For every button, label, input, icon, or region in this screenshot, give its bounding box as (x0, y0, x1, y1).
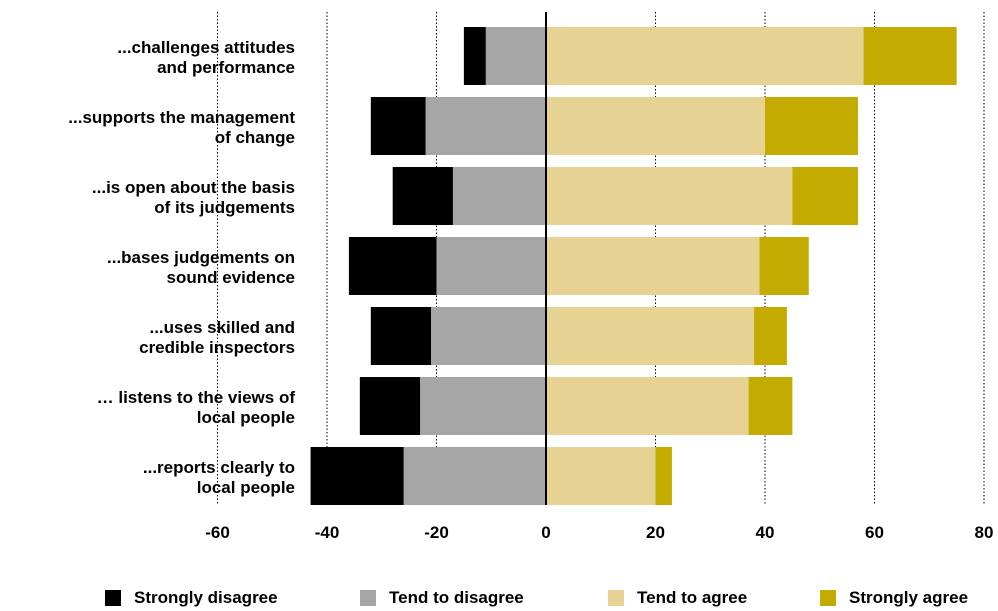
bar-segment-tend-to-disagree (431, 307, 546, 365)
bar-segment-tend-to-agree (546, 377, 749, 435)
bar-segment-strongly-disagree (310, 447, 404, 505)
bar-segment-strongly-disagree (359, 377, 421, 435)
bar-segment-tend-to-disagree (403, 447, 546, 505)
legend-item-tend-to-disagree: Tend to disagree (360, 588, 524, 607)
x-tick-label: 80 (975, 523, 994, 542)
bars (310, 27, 957, 505)
bar-segment-tend-to-disagree (485, 27, 546, 85)
legend-label: Strongly disagree (134, 588, 278, 607)
legend-label: Tend to disagree (389, 588, 524, 607)
x-tick-label: 0 (541, 523, 550, 542)
bar-segment-strongly-agree (863, 27, 957, 85)
category-label: ...bases judgements on sound evidence (107, 248, 295, 287)
legend-label: Strongly agree (849, 588, 968, 607)
bar-segment-tend-to-agree (546, 237, 760, 295)
bar-segment-tend-to-disagree (452, 167, 546, 225)
legend-item-strongly-disagree: Strongly disagree (105, 588, 278, 607)
bar-segment-tend-to-agree (546, 307, 755, 365)
legend: Strongly disagree Tend to disagree Tend to… (105, 588, 968, 607)
bar-segment-strongly-agree (759, 237, 809, 295)
x-tick-label: 20 (646, 523, 665, 542)
x-tick-label: -40 (315, 523, 340, 542)
bar-segment-tend-to-disagree (425, 97, 546, 155)
x-tick-label: 60 (865, 523, 884, 542)
bar-segment-tend-to-agree (546, 167, 793, 225)
bar-segment-strongly-disagree (370, 307, 432, 365)
x-tick-label: -20 (424, 523, 449, 542)
bar-segment-strongly-agree (655, 447, 672, 505)
category-labels: ...challenges attitudes and performance..… (68, 38, 295, 497)
legend-swatch (360, 590, 376, 606)
bar-segment-strongly-agree (748, 377, 793, 435)
legend-swatch (820, 590, 836, 606)
bar-segment-tend-to-agree (546, 447, 656, 505)
category-label: ...challenges attitudes and performance (117, 38, 295, 77)
legend-label: Tend to agree (637, 588, 747, 607)
category-label: … listens to the views of local people (97, 388, 296, 427)
x-tick-label: -60 (205, 523, 230, 542)
category-label: ...uses skilled and credible inspectors (139, 318, 295, 357)
category-label: ...reports clearly to local people (143, 458, 295, 497)
bar-segment-strongly-agree (765, 97, 859, 155)
bar-segment-strongly-agree (754, 307, 787, 365)
bar-segment-tend-to-agree (546, 97, 765, 155)
bar-segment-strongly-disagree (370, 97, 426, 155)
category-label: ...supports the management of change (68, 108, 295, 147)
bar-segment-tend-to-disagree (420, 377, 546, 435)
category-label: ...is open about the basis of its judgeme… (92, 178, 295, 217)
x-tick-label: 40 (756, 523, 775, 542)
legend-swatch (608, 590, 624, 606)
legend-item-strongly-agree: Strongly agree (820, 588, 968, 607)
x-tick-labels: -60 -40 -20 0 20 40 60 80 (205, 523, 993, 542)
legend-swatch (105, 590, 121, 606)
bar-segment-strongly-disagree (463, 27, 486, 85)
bar-segment-strongly-disagree (392, 167, 453, 225)
legend-item-tend-to-agree: Tend to agree (608, 588, 747, 607)
bar-segment-tend-to-disagree (436, 237, 546, 295)
bar-segment-strongly-agree (792, 167, 859, 225)
bar-segment-tend-to-agree (546, 27, 864, 85)
bar-segment-strongly-disagree (348, 237, 437, 295)
